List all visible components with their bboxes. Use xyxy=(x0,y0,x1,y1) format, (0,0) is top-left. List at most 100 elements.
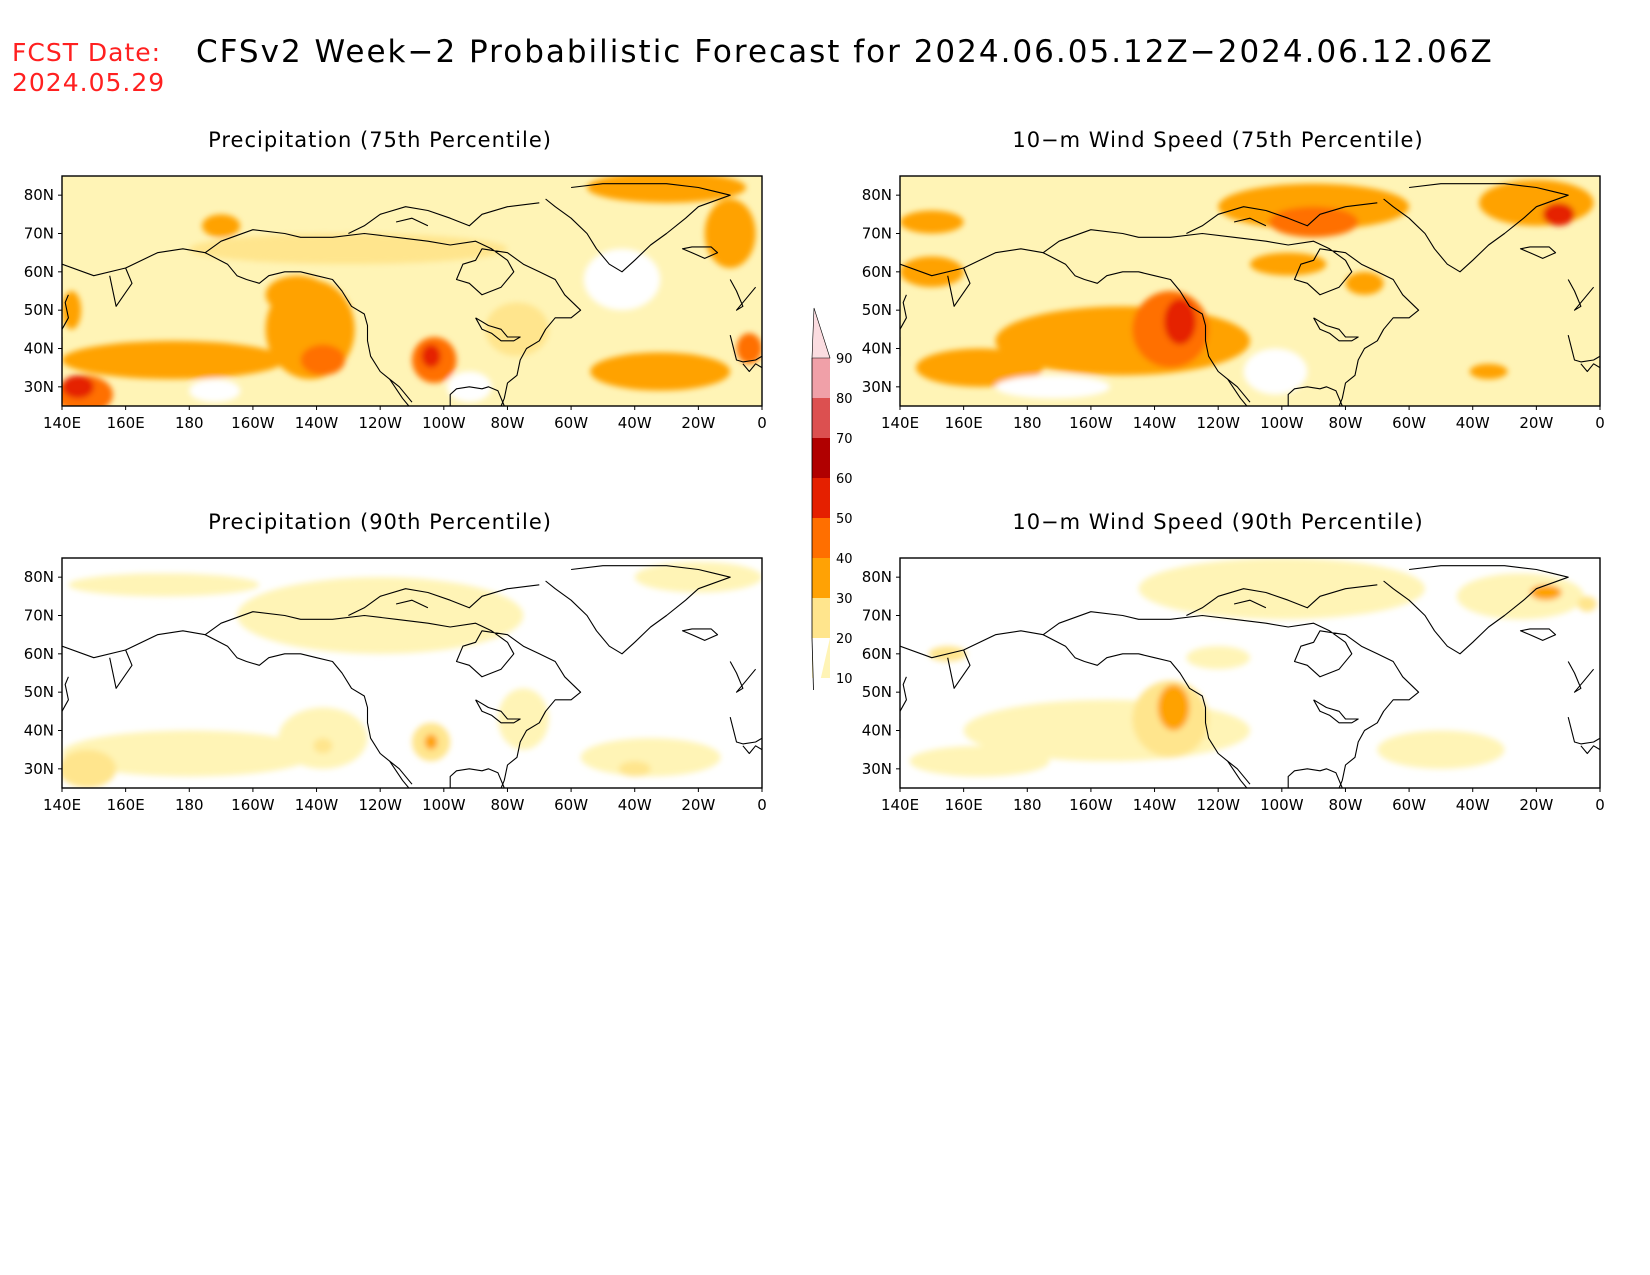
lat-tick-label: 40N xyxy=(862,722,892,740)
coastline xyxy=(204,634,413,785)
lon-tick-label: 120W xyxy=(358,414,402,432)
coastline xyxy=(62,719,63,751)
colorbar-label: 30 xyxy=(836,592,853,607)
coastline xyxy=(1186,202,1378,234)
lon-tick-label: 120W xyxy=(358,796,402,814)
coastline xyxy=(1580,745,1600,755)
coastline xyxy=(204,252,413,403)
lon-tick-label: 80W xyxy=(490,796,524,814)
coastline xyxy=(729,716,762,745)
coastlines xyxy=(62,183,762,406)
coastline xyxy=(900,294,907,330)
lon-tick-label: 40W xyxy=(618,796,652,814)
colorbar: 10 20 30 40 50 60 70 80 90 xyxy=(811,307,853,690)
lon-tick-label: 60W xyxy=(554,414,588,432)
coastline xyxy=(62,294,69,330)
colorbar-label: 60 xyxy=(836,472,853,487)
lat-tick-label: 50N xyxy=(24,683,54,701)
lon-tick-label: 140W xyxy=(1133,414,1177,432)
probability-region xyxy=(189,233,508,265)
coastline xyxy=(1233,599,1267,609)
coastline xyxy=(62,676,69,712)
coastline xyxy=(62,337,63,369)
lon-tick-label: 20W xyxy=(1519,796,1553,814)
panel-title: Precipitation (75th Percentile) xyxy=(208,128,552,152)
coastline xyxy=(545,183,731,273)
lon-tick-label: 0 xyxy=(757,414,767,432)
lat-tick-label: 80N xyxy=(862,186,892,204)
lat-tick-label: 40N xyxy=(24,340,54,358)
lon-tick-label: 0 xyxy=(757,796,767,814)
lat-tick-label: 80N xyxy=(24,568,54,586)
lat-tick-label: 30N xyxy=(862,378,892,396)
coastline xyxy=(1567,716,1600,745)
coastline xyxy=(449,768,505,788)
probability-region xyxy=(909,745,1050,777)
probability-region xyxy=(590,352,731,391)
colorbar-label: 70 xyxy=(836,432,853,447)
lon-tick-label: 140W xyxy=(295,796,339,814)
coastline xyxy=(681,628,719,641)
probability-region xyxy=(62,375,94,399)
probability-region xyxy=(62,340,285,380)
probability-region xyxy=(704,199,756,268)
lon-tick-label: 60W xyxy=(554,796,588,814)
lat-tick-label: 60N xyxy=(24,263,54,281)
panel-precip-90: Precipitation (90th Percentile) 80N 70N 60… xyxy=(0,510,767,814)
probability-region xyxy=(1269,206,1359,238)
coastline xyxy=(545,565,731,655)
map-wind-90: 80N 70N 60N 50N 40N 30N 140E 160E 180 160W 140W 120… xyxy=(862,557,1605,814)
colorbar-label: 10 xyxy=(836,672,853,687)
lon-tick-label: 160W xyxy=(1069,414,1113,432)
lake-outline xyxy=(1313,699,1359,724)
coastline xyxy=(900,611,1420,788)
lon-tick-label: 160W xyxy=(231,414,275,432)
lon-tick-label: 140W xyxy=(1133,796,1177,814)
probability-region xyxy=(68,573,260,597)
probability-region xyxy=(237,577,524,654)
lat-tick-label: 40N xyxy=(862,340,892,358)
coastline xyxy=(1567,334,1600,363)
coastline xyxy=(348,202,540,234)
probability-region xyxy=(1345,271,1384,295)
probability-region xyxy=(421,344,441,368)
lon-tick-label: 160W xyxy=(231,796,275,814)
map-frame xyxy=(899,557,1601,789)
lon-tick-label: 100W xyxy=(1260,414,1304,432)
lon-tick-label: 100W xyxy=(422,414,466,432)
lon-tick-label: 120W xyxy=(1196,796,1240,814)
coastline xyxy=(729,279,757,311)
colorbar-segment xyxy=(812,518,830,558)
coastline xyxy=(1287,768,1343,788)
map-field xyxy=(62,176,762,406)
coastline xyxy=(1567,661,1595,693)
coastline xyxy=(1383,183,1569,273)
lon-tick-label: 80W xyxy=(1328,414,1362,432)
lon-tick-label: 80W xyxy=(1328,796,1362,814)
lat-tick-label: 30N xyxy=(862,760,892,778)
probability-region xyxy=(1542,202,1575,226)
probability-region xyxy=(62,730,317,777)
lat-tick-label: 30N xyxy=(24,760,54,778)
lon-tick-label: 140E xyxy=(43,414,81,432)
map-wind-75: 80N 70N 60N 50N 40N 30N 140E 160E 180 160W 140W 120… xyxy=(862,175,1605,432)
colorbar-segment xyxy=(812,398,830,438)
lon-tick-label: 20W xyxy=(1519,414,1553,432)
coastline xyxy=(62,611,582,788)
coastlines xyxy=(900,565,1600,788)
panel-title: 10−m Wind Speed (90th Percentile) xyxy=(1012,510,1424,534)
lat-tick-label: 30N xyxy=(24,378,54,396)
coastline xyxy=(1383,565,1569,655)
lat-tick-label: 80N xyxy=(862,568,892,586)
lon-tick-label: 160E xyxy=(107,414,145,432)
probability-region xyxy=(1164,298,1196,345)
map-frame xyxy=(61,175,763,407)
probability-region xyxy=(1243,348,1308,395)
coastline xyxy=(1567,279,1595,311)
lon-tick-label: 180 xyxy=(1013,796,1042,814)
map-field xyxy=(900,176,1600,406)
map-field xyxy=(900,558,1600,788)
lon-tick-label: 180 xyxy=(1013,414,1042,432)
probability-region xyxy=(424,734,438,750)
probability-region xyxy=(900,256,964,288)
